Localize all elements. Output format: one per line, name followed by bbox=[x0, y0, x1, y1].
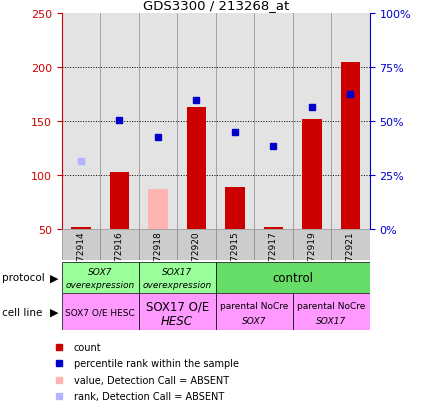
Text: overexpression: overexpression bbox=[65, 280, 135, 289]
Text: SOX7 O/E HESC: SOX7 O/E HESC bbox=[65, 307, 135, 316]
Text: rank, Detection Call = ABSENT: rank, Detection Call = ABSENT bbox=[74, 392, 224, 401]
Bar bbox=[331, 14, 370, 229]
Bar bbox=[254, 229, 293, 260]
Bar bbox=[139, 14, 177, 229]
Text: overexpression: overexpression bbox=[142, 280, 212, 289]
Bar bbox=[177, 14, 215, 229]
Bar bbox=[215, 229, 254, 260]
Text: ▶: ▶ bbox=[50, 307, 58, 317]
Bar bbox=[139, 293, 215, 330]
Bar bbox=[139, 262, 215, 293]
Bar bbox=[148, 190, 167, 229]
Text: SOX7: SOX7 bbox=[88, 268, 112, 277]
Bar bbox=[62, 229, 100, 260]
Bar bbox=[341, 63, 360, 229]
Bar bbox=[254, 14, 293, 229]
Bar bbox=[293, 14, 331, 229]
Bar bbox=[293, 229, 331, 260]
Text: GSM272921: GSM272921 bbox=[346, 231, 355, 285]
Text: HESC: HESC bbox=[161, 315, 193, 328]
Text: protocol: protocol bbox=[2, 273, 45, 283]
Bar bbox=[100, 229, 139, 260]
Text: SOX17 O/E: SOX17 O/E bbox=[145, 300, 209, 313]
Bar bbox=[110, 172, 129, 229]
Bar bbox=[71, 227, 91, 229]
Text: parental NoCre: parental NoCre bbox=[220, 302, 289, 311]
Text: value, Detection Call = ABSENT: value, Detection Call = ABSENT bbox=[74, 375, 229, 385]
Text: GSM272917: GSM272917 bbox=[269, 231, 278, 285]
Bar bbox=[62, 262, 139, 293]
Bar bbox=[215, 262, 370, 293]
Text: ▶: ▶ bbox=[50, 273, 58, 283]
Text: GSM272918: GSM272918 bbox=[153, 231, 162, 285]
Text: control: control bbox=[272, 271, 313, 284]
Bar bbox=[177, 229, 215, 260]
Text: cell line: cell line bbox=[2, 307, 42, 317]
Text: percentile rank within the sample: percentile rank within the sample bbox=[74, 358, 238, 368]
Bar bbox=[187, 108, 206, 229]
Bar bbox=[302, 120, 322, 229]
Text: GSM272915: GSM272915 bbox=[230, 231, 239, 285]
Text: GSM272914: GSM272914 bbox=[76, 231, 85, 285]
Bar bbox=[331, 229, 370, 260]
Text: SOX17: SOX17 bbox=[162, 268, 192, 277]
Text: GSM272916: GSM272916 bbox=[115, 231, 124, 285]
Bar bbox=[215, 293, 293, 330]
Bar bbox=[62, 293, 139, 330]
Bar bbox=[225, 188, 244, 229]
Text: SOX17: SOX17 bbox=[316, 317, 346, 325]
Bar bbox=[215, 14, 254, 229]
Bar bbox=[139, 229, 177, 260]
Text: GSM272919: GSM272919 bbox=[307, 231, 317, 285]
Bar bbox=[100, 14, 139, 229]
Text: parental NoCre: parental NoCre bbox=[297, 302, 366, 311]
Text: count: count bbox=[74, 342, 101, 352]
Text: SOX7: SOX7 bbox=[242, 317, 266, 325]
Bar bbox=[293, 293, 370, 330]
Bar bbox=[264, 227, 283, 229]
Bar bbox=[62, 14, 100, 229]
Text: GSM272920: GSM272920 bbox=[192, 231, 201, 285]
Title: GDS3300 / 213268_at: GDS3300 / 213268_at bbox=[142, 0, 289, 12]
